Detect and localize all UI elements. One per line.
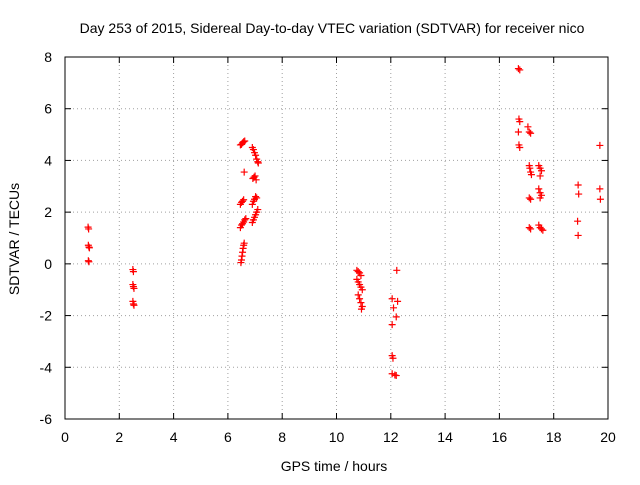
x-tick-label: 18 — [546, 429, 562, 445]
data-point — [252, 176, 260, 184]
data-point — [252, 151, 260, 159]
data-point — [596, 141, 604, 149]
data-point — [240, 138, 248, 146]
data-point — [240, 168, 248, 176]
data-point — [240, 239, 248, 247]
y-tick-label: -4 — [40, 359, 53, 375]
data-point — [525, 194, 533, 202]
data-point — [574, 217, 582, 225]
data-point — [388, 295, 396, 303]
data-point — [516, 144, 524, 151]
data-point — [254, 159, 262, 167]
data-point — [252, 193, 260, 201]
y-tick-label: -2 — [40, 308, 53, 324]
data-point — [537, 225, 545, 233]
data-point — [241, 137, 249, 145]
data-point — [85, 258, 93, 266]
data-point — [392, 372, 400, 380]
x-tick-label: 12 — [383, 429, 399, 445]
x-tick-label: 6 — [224, 429, 232, 445]
data-point — [357, 299, 365, 307]
data-point — [393, 266, 401, 274]
data-point — [536, 194, 544, 202]
data-point — [537, 167, 545, 175]
x-tick-label: 0 — [61, 429, 69, 445]
x-tick-label: 2 — [115, 429, 123, 445]
data-point — [527, 225, 535, 233]
y-tick-label: -6 — [40, 411, 53, 427]
data-layer — [84, 65, 604, 380]
data-point — [527, 171, 535, 179]
y-tick-label: 8 — [44, 49, 52, 65]
data-point — [85, 225, 93, 233]
x-axis-label: GPS time / hours — [281, 458, 388, 474]
data-point — [527, 195, 535, 203]
y-tick-label: 4 — [44, 152, 52, 168]
data-point — [516, 66, 524, 74]
data-point — [527, 129, 535, 137]
data-point — [389, 354, 397, 362]
data-point — [240, 196, 248, 204]
y-tick-label: 2 — [44, 204, 52, 220]
y-tick-label: 0 — [44, 256, 52, 272]
data-point — [536, 172, 544, 180]
data-point — [525, 128, 533, 136]
data-point — [130, 301, 138, 309]
data-point — [130, 284, 138, 292]
data-point — [242, 215, 250, 223]
x-tick-label: 10 — [329, 429, 345, 445]
data-point — [356, 295, 364, 303]
y-tick-label: 6 — [44, 101, 52, 117]
data-point — [357, 305, 365, 313]
tick-layer: 0 2 4 6 8 10 12 14 16 18 20 -6 -4 -2 0 2 4 6 8 — [40, 49, 616, 445]
x-tick-label: 16 — [492, 429, 508, 445]
data-point — [354, 268, 362, 276]
data-point — [596, 185, 604, 193]
data-point — [354, 291, 362, 299]
data-point — [535, 185, 543, 193]
x-tick-label: 4 — [170, 429, 178, 445]
data-point — [241, 216, 249, 224]
x-tick-label: 14 — [437, 429, 453, 445]
data-point — [574, 181, 582, 189]
y-axis-label: SDTVAR / TECUs — [6, 183, 22, 295]
data-point — [358, 286, 366, 294]
chart-title: Day 253 of 2015, Sidereal Day-to-day VTE… — [80, 20, 585, 36]
data-point — [526, 164, 534, 172]
x-tick-label: 20 — [600, 429, 616, 445]
grid-layer — [65, 57, 608, 419]
data-point — [516, 118, 524, 126]
data-point — [253, 194, 261, 202]
data-point — [388, 321, 396, 329]
data-point — [248, 200, 256, 208]
data-point — [539, 226, 547, 234]
data-point — [525, 224, 533, 232]
data-point — [390, 304, 398, 312]
data-point — [575, 190, 583, 198]
data-point — [596, 195, 604, 203]
data-point — [254, 206, 262, 214]
data-point — [514, 128, 522, 136]
data-point — [249, 146, 257, 154]
data-point — [251, 172, 259, 180]
data-point — [524, 123, 532, 131]
data-point — [239, 197, 247, 205]
data-point — [514, 65, 522, 73]
data-point — [129, 268, 137, 276]
data-point — [574, 231, 582, 239]
data-point — [85, 244, 93, 252]
data-point — [357, 271, 365, 279]
data-point — [392, 313, 400, 321]
x-tick-label: 8 — [278, 429, 286, 445]
data-point — [394, 297, 402, 305]
